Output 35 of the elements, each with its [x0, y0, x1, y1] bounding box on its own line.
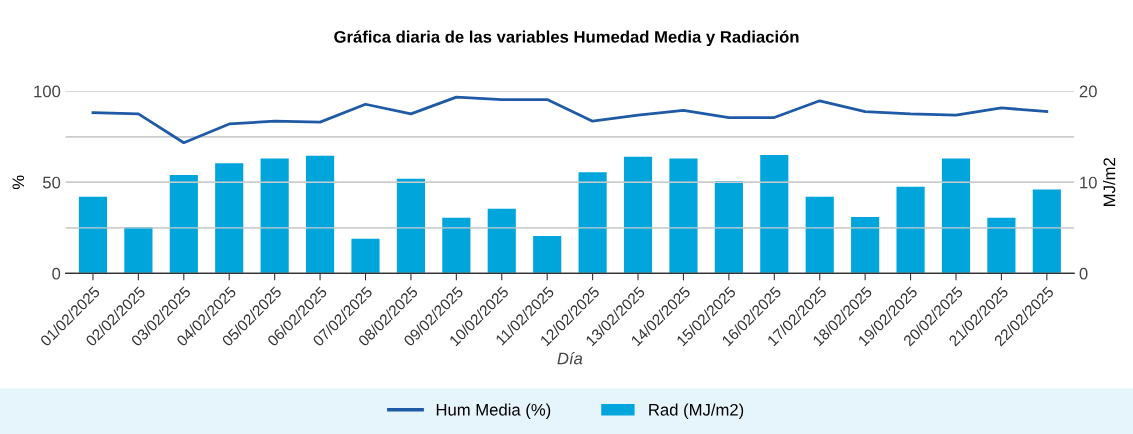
line-series — [91, 95, 1049, 145]
bar — [987, 217, 1016, 274]
bar — [578, 172, 607, 274]
legend-label: Rad (MJ/m2) — [649, 403, 744, 419]
bar — [714, 181, 743, 274]
bar — [851, 216, 880, 274]
bar — [124, 226, 153, 274]
chart-title: Gráfica diaria de las variables Humedad Media y Radiación — [334, 30, 799, 47]
y-tick-label: 100 — [34, 85, 61, 98]
bar — [941, 158, 971, 274]
bar — [805, 196, 834, 274]
bar — [215, 163, 244, 274]
y-tick-label: 50 — [42, 176, 61, 189]
bar — [623, 156, 653, 274]
bar — [396, 178, 425, 274]
x-axis-title: Día — [557, 351, 583, 365]
bar — [1032, 189, 1061, 274]
bar — [760, 154, 789, 274]
legend-label: Hum Media (%) — [436, 403, 551, 419]
y2-tick-label: 20 — [1079, 85, 1097, 98]
y2-tick-label: 0 — [1079, 267, 1088, 280]
bar — [896, 186, 925, 274]
bar — [260, 158, 289, 274]
y2-tick-label: 10 — [1080, 176, 1097, 189]
bar — [442, 217, 471, 274]
bar — [351, 238, 380, 274]
y2-axis-title: MJ/m2 — [1103, 158, 1116, 206]
bar — [533, 236, 562, 274]
bar — [669, 158, 698, 274]
y-axis-title: % — [12, 175, 25, 190]
bar — [306, 155, 335, 274]
bar — [78, 196, 108, 274]
bar — [487, 208, 516, 274]
y-tick-label: 0 — [52, 267, 61, 280]
bar — [169, 174, 198, 274]
